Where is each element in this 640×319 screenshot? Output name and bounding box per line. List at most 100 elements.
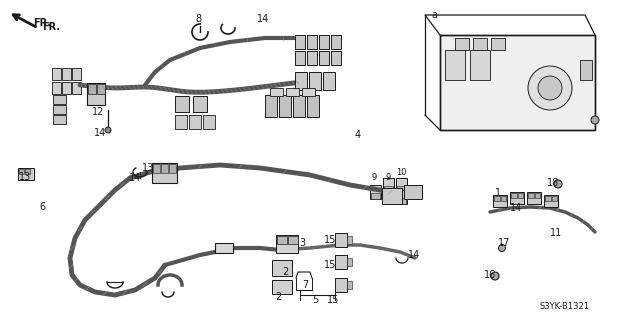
Bar bbox=[331, 35, 341, 49]
Bar bbox=[309, 72, 321, 90]
Bar bbox=[580, 60, 592, 80]
Bar bbox=[60, 158, 430, 308]
Bar bbox=[528, 193, 534, 198]
Bar bbox=[384, 198, 393, 204]
Bar bbox=[347, 236, 352, 244]
Bar bbox=[473, 38, 487, 50]
Bar bbox=[501, 196, 506, 201]
Bar bbox=[347, 281, 352, 289]
Bar bbox=[494, 196, 500, 201]
Bar bbox=[397, 186, 406, 192]
Text: S3YK-B1321: S3YK-B1321 bbox=[540, 302, 590, 311]
Text: a: a bbox=[431, 10, 437, 20]
Bar bbox=[272, 280, 292, 294]
Text: 5: 5 bbox=[312, 295, 318, 305]
Bar bbox=[62, 68, 71, 80]
Text: 16: 16 bbox=[484, 270, 496, 280]
Bar bbox=[286, 88, 299, 96]
Bar bbox=[72, 68, 81, 80]
Bar bbox=[544, 195, 558, 207]
Bar bbox=[307, 95, 319, 117]
Text: 14: 14 bbox=[408, 250, 420, 260]
Bar bbox=[511, 193, 517, 198]
Bar bbox=[319, 51, 329, 65]
Bar bbox=[53, 95, 66, 104]
Bar bbox=[331, 51, 341, 65]
Bar bbox=[72, 82, 81, 94]
Text: 8: 8 bbox=[195, 14, 201, 24]
Text: 18: 18 bbox=[547, 178, 559, 188]
Bar bbox=[175, 115, 187, 129]
Text: 2: 2 bbox=[275, 292, 281, 302]
Bar bbox=[335, 255, 347, 269]
Bar bbox=[493, 195, 507, 207]
Circle shape bbox=[105, 127, 111, 133]
Circle shape bbox=[528, 66, 572, 110]
Bar bbox=[265, 95, 277, 117]
Circle shape bbox=[554, 180, 562, 188]
Bar bbox=[382, 188, 402, 204]
Text: 13: 13 bbox=[19, 172, 31, 182]
Circle shape bbox=[499, 244, 506, 251]
Text: 11: 11 bbox=[550, 228, 562, 238]
Bar bbox=[295, 72, 307, 90]
Bar bbox=[18, 168, 34, 180]
Bar bbox=[307, 35, 317, 49]
Bar bbox=[169, 164, 176, 173]
Bar bbox=[383, 190, 394, 204]
Text: 14: 14 bbox=[94, 128, 106, 138]
Text: 2: 2 bbox=[282, 267, 288, 277]
Bar bbox=[152, 163, 177, 183]
Bar bbox=[510, 192, 524, 204]
Bar bbox=[545, 196, 551, 201]
Text: 14: 14 bbox=[129, 173, 141, 183]
Text: 7: 7 bbox=[302, 280, 308, 290]
Bar bbox=[397, 198, 406, 204]
Text: 14: 14 bbox=[510, 203, 522, 213]
Text: 13: 13 bbox=[142, 163, 154, 173]
Bar bbox=[440, 35, 595, 130]
Circle shape bbox=[538, 76, 562, 100]
Bar bbox=[288, 236, 298, 244]
Bar bbox=[535, 193, 540, 198]
Bar bbox=[279, 95, 291, 117]
Text: 15: 15 bbox=[324, 260, 336, 270]
Text: 9: 9 bbox=[371, 173, 376, 182]
Text: 9: 9 bbox=[385, 173, 390, 182]
Text: 15: 15 bbox=[324, 235, 336, 245]
Bar bbox=[335, 233, 347, 247]
Text: 17: 17 bbox=[498, 238, 510, 248]
Bar bbox=[270, 228, 350, 306]
Text: 10: 10 bbox=[396, 168, 406, 177]
Bar bbox=[175, 96, 189, 112]
Text: FR.: FR. bbox=[42, 22, 60, 32]
Bar bbox=[53, 115, 66, 124]
Bar bbox=[295, 35, 305, 49]
Text: FR.: FR. bbox=[33, 18, 51, 28]
Bar bbox=[445, 50, 465, 80]
Bar bbox=[370, 185, 381, 199]
Text: 15: 15 bbox=[327, 295, 339, 305]
Bar bbox=[272, 260, 292, 276]
Bar bbox=[62, 82, 71, 94]
Bar bbox=[396, 178, 407, 192]
Bar bbox=[335, 278, 347, 292]
Bar bbox=[52, 68, 61, 80]
Circle shape bbox=[591, 116, 599, 124]
Bar bbox=[189, 115, 201, 129]
Bar bbox=[371, 193, 380, 199]
Bar bbox=[302, 88, 315, 96]
Bar bbox=[52, 82, 61, 94]
Bar bbox=[277, 236, 287, 244]
Bar bbox=[455, 38, 469, 50]
Bar bbox=[47, 20, 375, 153]
Bar bbox=[552, 196, 557, 201]
Bar bbox=[307, 51, 317, 65]
Text: 14: 14 bbox=[257, 14, 269, 24]
Bar bbox=[53, 105, 66, 114]
Bar bbox=[396, 190, 407, 204]
Bar bbox=[404, 185, 422, 199]
Bar bbox=[87, 83, 105, 105]
Bar bbox=[88, 84, 96, 94]
Bar bbox=[25, 169, 30, 174]
